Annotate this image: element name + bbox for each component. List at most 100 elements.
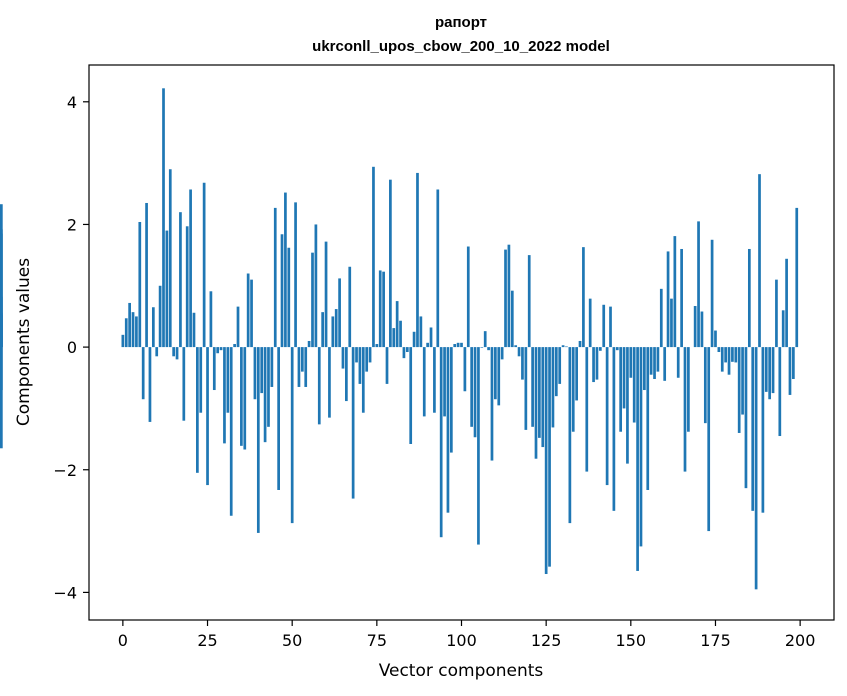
y-tick-label-0: 0 bbox=[67, 338, 77, 357]
bar-182 bbox=[737, 347, 741, 433]
bars-group bbox=[0, 88, 799, 590]
bar-179 bbox=[727, 347, 731, 375]
bar-undefined bbox=[0, 314, 3, 348]
bar-174 bbox=[710, 239, 714, 348]
x-tick-label-50: 50 bbox=[282, 631, 302, 650]
bar-154 bbox=[643, 347, 646, 391]
bar-132 bbox=[568, 347, 572, 524]
bar-153 bbox=[639, 347, 643, 547]
bar-158 bbox=[656, 347, 660, 372]
x-tick-label-0: 0 bbox=[118, 631, 128, 650]
bar-152 bbox=[636, 347, 639, 571]
bar-6 bbox=[141, 347, 145, 400]
bar-21 bbox=[192, 312, 196, 348]
bar-88 bbox=[419, 316, 423, 348]
bar-5 bbox=[138, 221, 142, 348]
bar-143 bbox=[605, 347, 609, 486]
bar-189 bbox=[761, 347, 765, 513]
bar-78 bbox=[385, 347, 389, 384]
x-axis-label: Vector components bbox=[379, 661, 544, 681]
bar-170 bbox=[697, 221, 700, 348]
plot-frame bbox=[88, 64, 835, 621]
bar-87 bbox=[416, 172, 419, 348]
bar-111 bbox=[497, 347, 501, 406]
bar-127 bbox=[551, 347, 555, 428]
bar-129 bbox=[558, 347, 562, 384]
bar-50 bbox=[290, 347, 294, 524]
bar-108 bbox=[487, 347, 490, 351]
bar-117 bbox=[517, 347, 521, 357]
bar-22 bbox=[196, 347, 199, 473]
bar-159 bbox=[659, 288, 663, 348]
bar-31 bbox=[226, 347, 230, 413]
bar-139 bbox=[592, 347, 595, 383]
bar-164 bbox=[676, 347, 680, 378]
bar-45 bbox=[273, 207, 277, 348]
bar-106 bbox=[480, 347, 484, 348]
bar-91 bbox=[429, 327, 433, 348]
x-tick-label-150: 150 bbox=[616, 631, 647, 650]
bar-131 bbox=[565, 346, 568, 348]
bar-100 bbox=[460, 342, 463, 348]
chart-subtitle: ukrconll_upos_cbow_200_10_2022 model bbox=[312, 38, 610, 55]
bar-185 bbox=[747, 248, 751, 348]
bar-36 bbox=[243, 347, 247, 450]
bar-63 bbox=[334, 309, 338, 348]
bar-29 bbox=[219, 347, 223, 351]
bar-13 bbox=[165, 230, 169, 348]
bar-113 bbox=[504, 249, 507, 348]
bar-98 bbox=[453, 344, 457, 348]
bar-188 bbox=[758, 174, 761, 348]
bar-70 bbox=[358, 347, 362, 384]
bar-171 bbox=[700, 311, 704, 348]
bar-30 bbox=[223, 347, 226, 444]
bar-135 bbox=[578, 340, 582, 348]
bar-79 bbox=[389, 179, 392, 348]
bar-175 bbox=[714, 330, 717, 348]
bar-107 bbox=[483, 331, 487, 348]
bar-16 bbox=[175, 347, 179, 360]
bar-177 bbox=[720, 347, 724, 372]
bar-146 bbox=[615, 347, 619, 351]
bar-101 bbox=[463, 347, 467, 392]
bar-48 bbox=[284, 192, 287, 348]
bar-99 bbox=[456, 342, 460, 348]
bar-42 bbox=[263, 347, 267, 443]
bar-23 bbox=[199, 347, 203, 413]
bar-53 bbox=[300, 347, 304, 372]
bar-125 bbox=[544, 347, 548, 575]
bar-130 bbox=[561, 345, 565, 348]
bar-73 bbox=[368, 347, 372, 363]
bar-67 bbox=[348, 266, 352, 348]
bar-1 bbox=[124, 318, 128, 348]
bar-33 bbox=[233, 344, 236, 348]
x-tick-label-125: 125 bbox=[531, 631, 562, 650]
bar-80 bbox=[392, 328, 396, 348]
bar-71 bbox=[361, 347, 365, 413]
bar-62 bbox=[331, 316, 335, 348]
bar-133 bbox=[571, 347, 575, 432]
bar-112 bbox=[500, 347, 504, 360]
bar-85 bbox=[409, 347, 413, 444]
bar-183 bbox=[741, 347, 744, 415]
bar-41 bbox=[260, 347, 264, 394]
y-axis-ticks: −4 −2 0 2 4 bbox=[53, 93, 89, 602]
bar-157 bbox=[653, 347, 656, 379]
bar-54 bbox=[304, 347, 308, 387]
bar-180 bbox=[731, 347, 734, 362]
bar-191 bbox=[768, 347, 772, 400]
bar-128 bbox=[554, 347, 558, 397]
bar-35 bbox=[240, 347, 243, 446]
bar-89 bbox=[422, 347, 426, 417]
bar-14 bbox=[168, 169, 172, 348]
bar-105 bbox=[477, 347, 480, 545]
bar-115 bbox=[510, 290, 514, 348]
bar-27 bbox=[212, 347, 216, 391]
bar-155 bbox=[646, 347, 650, 490]
bar-24 bbox=[202, 182, 206, 348]
bar-138 bbox=[588, 298, 592, 348]
bar-90 bbox=[426, 342, 429, 348]
bar-2 bbox=[128, 302, 131, 348]
bar-148 bbox=[622, 347, 626, 409]
bar-167 bbox=[687, 347, 690, 432]
